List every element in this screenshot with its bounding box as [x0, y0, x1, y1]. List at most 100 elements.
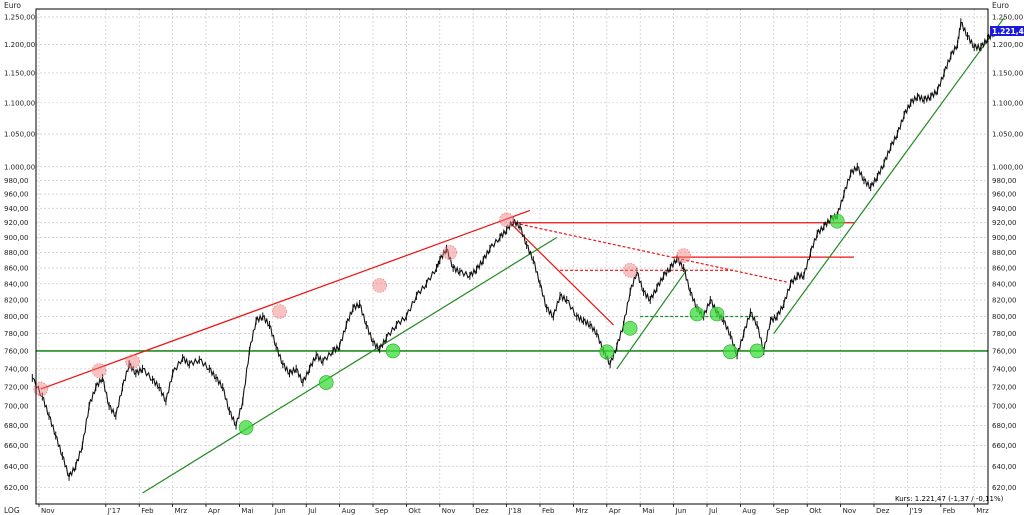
- y-tick-label: 680,00: [992, 422, 1017, 430]
- y-tick-label: 1.000,00: [992, 163, 1023, 171]
- y-tick-label: 1.150,00: [4, 69, 35, 77]
- y-tick-label: 940,00: [992, 205, 1017, 213]
- y-tick-label: 820,00: [992, 296, 1017, 304]
- y-tick-label: 680,00: [4, 422, 29, 430]
- y-tick-label: 820,00: [4, 296, 29, 304]
- resistance-marker: [442, 245, 458, 260]
- x-tick-label: J'19: [908, 507, 922, 515]
- trend-lines: [36, 17, 1005, 494]
- y-tick-label: 1.000,00: [4, 163, 35, 171]
- currency-label-right: Euro: [992, 1, 1009, 10]
- y-tick-label: 700,00: [992, 403, 1017, 411]
- y-tick-label: 880,00: [4, 249, 29, 257]
- y-tick-label: 920,00: [992, 219, 1017, 227]
- y-tick-label: 980,00: [992, 177, 1017, 185]
- x-tick-label: Sep: [776, 507, 790, 515]
- y-tick-label: 700,00: [4, 403, 29, 411]
- y-tick-label: 800,00: [4, 313, 29, 321]
- y-tick-label: 640,00: [4, 463, 29, 471]
- y-tick-label: 1.100,00: [992, 99, 1023, 107]
- trend-line: [509, 222, 614, 326]
- support-marker: [318, 375, 334, 390]
- y-tick-label: 780,00: [4, 330, 29, 338]
- y-tick-label: 940,00: [4, 205, 29, 213]
- resistance-marker: [676, 248, 692, 264]
- y-tick-label: 1.250,00: [4, 14, 35, 22]
- x-tick-label: Sep: [375, 507, 389, 515]
- resistance-marker: [272, 304, 287, 319]
- resistance-marker: [622, 262, 638, 278]
- y-tick-label: 620,00: [992, 484, 1017, 492]
- trend-line: [773, 17, 1005, 334]
- kurs-readout: Kurs: 1.221,47 (-1,37 / -0,11%): [895, 495, 1004, 503]
- y-tick-label: 780,00: [992, 330, 1017, 338]
- price-series: [31, 18, 995, 481]
- x-tick-label: Dez: [475, 507, 489, 515]
- y-axis-left: 620,00 640,00 660,00 680,00 700,00 720,00 740,…: [4, 14, 35, 493]
- y-tick-label: 740,00: [992, 365, 1017, 373]
- x-tick-label: Nov: [41, 507, 55, 515]
- trend-line: [142, 236, 558, 494]
- y-tick-label: 1.200,00: [4, 41, 35, 49]
- x-tick-label: Feb: [943, 507, 956, 515]
- y-tick-label: 960,00: [4, 191, 29, 199]
- x-tick-label: Aug: [742, 507, 756, 515]
- plot-frame: [35, 8, 989, 505]
- x-tick-label: Dez: [876, 507, 890, 515]
- y-tick-label: 840,00: [4, 280, 29, 288]
- y-tick-label: 900,00: [4, 234, 29, 242]
- resistance-marker: [499, 212, 515, 228]
- y-tick-label: 1.100,00: [4, 99, 35, 107]
- y-tick-label: 860,00: [4, 264, 29, 272]
- support-marker: [385, 343, 401, 359]
- x-axis: Nov J'17 Feb Mrz Apr Mai Jun Jul Aug Sep Okt Nov Dez…: [38, 504, 989, 515]
- y-tick-label: 980,00: [4, 177, 29, 185]
- y-tick-label: 720,00: [992, 384, 1017, 392]
- last-price-value: 1.221,47: [992, 27, 1024, 36]
- support-marker: [749, 343, 765, 359]
- y-tick-label: 660,00: [4, 442, 29, 450]
- support-marker: [238, 420, 254, 435]
- x-tick-label: Aug: [342, 507, 356, 515]
- support-marker: [723, 344, 738, 360]
- y-tick-label: 760,00: [992, 347, 1017, 355]
- trend-line: [40, 209, 531, 390]
- y-tick-label: 1.150,00: [992, 69, 1023, 77]
- x-tick-label: Mai: [642, 507, 654, 515]
- y-tick-label: 840,00: [992, 280, 1017, 288]
- y-tick-label: 860,00: [992, 264, 1017, 272]
- resistance-marker: [33, 381, 49, 397]
- x-tick-label: Okt: [809, 507, 822, 515]
- y-tick-label: 1.250,00: [992, 14, 1023, 22]
- support-marker: [829, 213, 845, 229]
- resistance-marker: [125, 354, 140, 370]
- y-tick-label: 620,00: [4, 484, 29, 492]
- x-tick-label: Apr: [208, 507, 220, 515]
- resistance-marker: [372, 277, 388, 293]
- support-marker: [599, 344, 615, 360]
- y-tick-label: 880,00: [992, 249, 1017, 257]
- x-tick-label: Jun: [274, 507, 286, 515]
- x-tick-label: Mrz: [175, 507, 188, 515]
- x-tick-label: Nov: [843, 507, 857, 515]
- support-marker: [689, 306, 705, 322]
- x-tick-label: Jul: [307, 507, 317, 515]
- y-tick-label: 660,00: [992, 442, 1017, 450]
- x-tick-label: Mrz: [976, 507, 989, 515]
- trend-line: [616, 269, 688, 370]
- x-tick-label: Feb: [542, 507, 555, 515]
- y-tick-label: 720,00: [4, 384, 29, 392]
- y-tick-label: 760,00: [4, 347, 29, 355]
- resistance-marker: [91, 363, 107, 379]
- y-tick-label: 1.050,00: [4, 131, 35, 139]
- x-tick-label: Feb: [141, 507, 154, 515]
- x-tick-label: J'17: [107, 507, 121, 515]
- y-tick-label: 1.200,00: [992, 41, 1023, 49]
- y-tick-label: 960,00: [992, 191, 1017, 199]
- y-tick-label: 640,00: [992, 463, 1017, 471]
- x-tick-label: Nov: [442, 507, 456, 515]
- y-tick-label: 800,00: [992, 313, 1017, 321]
- x-tick-label: Jul: [708, 507, 718, 515]
- x-tick-label: Apr: [609, 507, 621, 515]
